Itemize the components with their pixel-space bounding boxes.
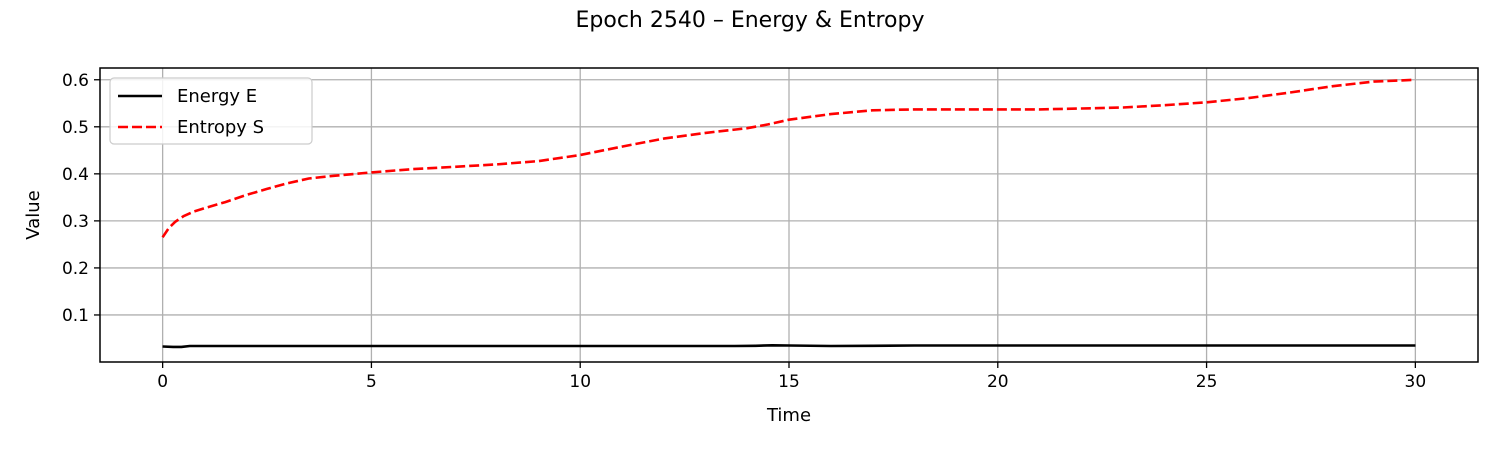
x-tick-label: 15 [778, 372, 800, 392]
x-tick-label: 25 [1196, 372, 1218, 392]
x-tick-label: 30 [1405, 372, 1427, 392]
series-line-energy [162, 343, 1416, 349]
x-tick-label: 0 [157, 372, 168, 392]
legend-label: Entropy S [177, 117, 264, 138]
y-tick-label: 0.1 [62, 306, 89, 326]
x-axis: 0 5 10 15 20 25 30 [157, 362, 1426, 392]
series-lines [161, 78, 1416, 349]
y-tick-label: 0.5 [62, 118, 89, 138]
legend-label: Energy E [177, 86, 257, 107]
y-axis-label: Value [23, 190, 44, 239]
y-axis: 0.1 0.2 0.3 0.4 0.5 0.6 [62, 71, 100, 326]
y-tick-label: 0.2 [62, 259, 89, 279]
chart-title: Epoch 2540 – Energy & Entropy [576, 8, 925, 33]
x-tick-label: 20 [987, 372, 1009, 392]
x-axis-label: Time [766, 405, 811, 426]
series-line-entropy [161, 78, 1416, 239]
grid-lines [100, 68, 1478, 362]
x-tick-label: 5 [366, 372, 377, 392]
legend: Energy E Entropy S [109, 77, 313, 145]
x-tick-label: 10 [569, 372, 591, 392]
y-tick-label: 0.6 [62, 71, 89, 91]
y-tick-label: 0.4 [62, 165, 89, 185]
y-tick-label: 0.3 [62, 212, 89, 232]
